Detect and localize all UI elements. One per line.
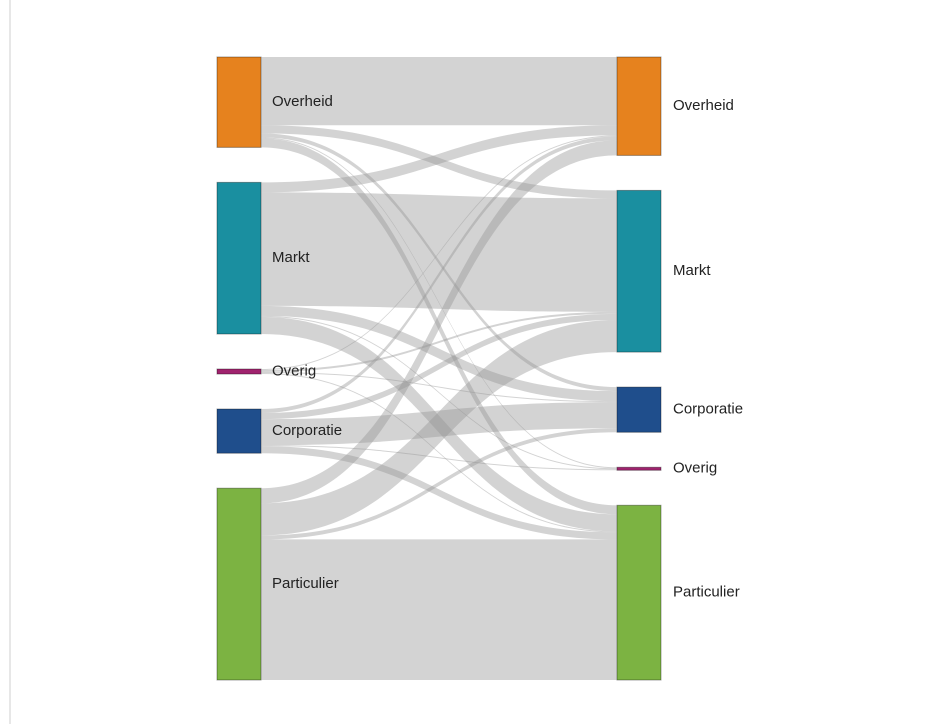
left-node-label: Corporatie [272, 422, 342, 439]
link [261, 125, 617, 193]
link [261, 140, 617, 504]
right-node-label: Particulier [673, 584, 740, 601]
link [261, 373, 617, 533]
link [261, 311, 617, 373]
right-node-label: Overheid [673, 97, 734, 114]
left-node [216, 487, 262, 681]
link [261, 136, 617, 414]
right-node-label: Markt [673, 262, 711, 279]
link [261, 428, 617, 540]
left-node-label: Markt [272, 249, 310, 266]
right-node [616, 504, 662, 681]
right-node-label: Corporatie [673, 401, 743, 418]
left-node-label: Overheid [272, 93, 333, 110]
link [261, 305, 617, 402]
left-node-label: Overig [272, 362, 316, 379]
nodes: Overheid Markt Overig Corporatie Particulier… [216, 56, 743, 681]
links [261, 57, 617, 680]
left-node-label: Particulier [272, 575, 339, 592]
link [261, 315, 617, 470]
link [261, 372, 617, 403]
link [261, 135, 617, 371]
left-node [216, 408, 262, 454]
right-node [616, 386, 662, 433]
link [261, 138, 617, 515]
link [261, 313, 617, 420]
link [261, 316, 617, 532]
left-node [216, 181, 262, 335]
left-node [216, 56, 262, 148]
left-node [216, 368, 262, 375]
link [261, 539, 617, 680]
link [261, 57, 617, 126]
link [261, 319, 617, 536]
right-node [616, 466, 662, 471]
link [261, 446, 617, 540]
right-node [616, 56, 662, 156]
right-node-label: Overig [673, 460, 717, 477]
link [261, 133, 617, 392]
link [261, 402, 617, 446]
link [261, 445, 617, 471]
right-node [616, 189, 662, 353]
link [261, 192, 617, 312]
link [261, 125, 617, 199]
link [261, 137, 617, 469]
